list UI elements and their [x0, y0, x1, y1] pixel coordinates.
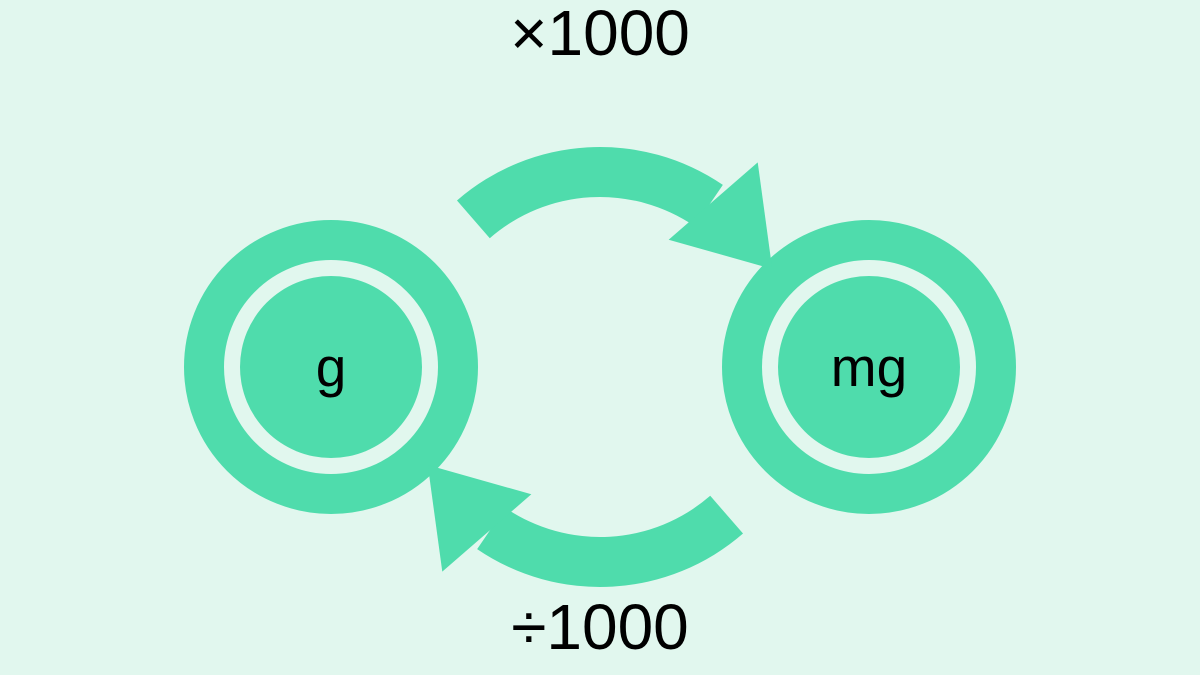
operation-label-bottom: ÷1000 — [511, 590, 689, 664]
convert-arrow-bottom-icon — [0, 0, 1200, 675]
operation-label-top: ×1000 — [510, 0, 690, 70]
conversion-diagram: g mg ×1000 ÷1000 — [0, 0, 1200, 675]
